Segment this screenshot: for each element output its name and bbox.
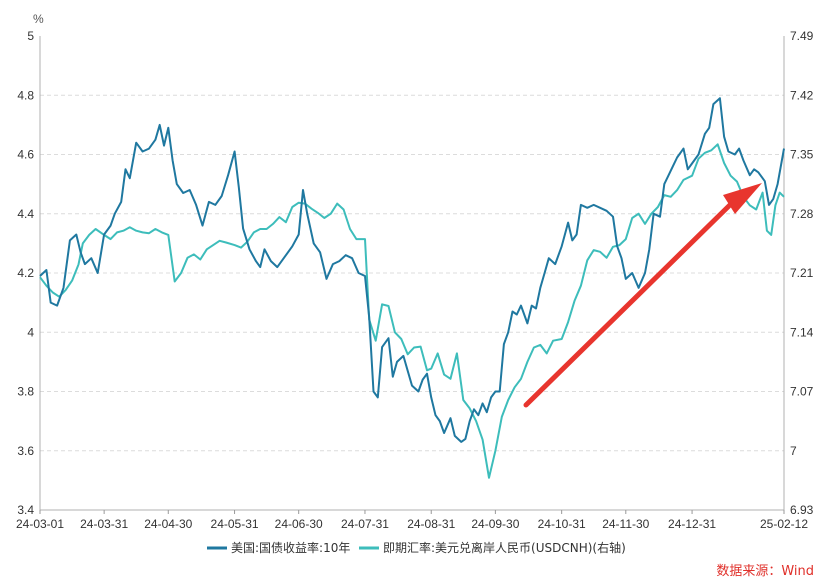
x-tick-label: 24-03-31	[80, 517, 128, 531]
legend-label-treasury: 美国:国债收益率:10年	[231, 540, 350, 555]
legend: 美国:国债收益率:10年 即期汇率:美元兑离岸人民币(USDCNH)(右轴)	[207, 540, 626, 555]
right-tick-label: 7.35	[790, 148, 814, 162]
left-tick-label: 3.4	[17, 503, 34, 517]
data-source: 数据来源：Wind	[716, 564, 814, 579]
axes: %	[33, 12, 785, 511]
arrow-shaft	[523, 197, 738, 408]
left-tick-label: 3.6	[17, 444, 34, 458]
series-line-usdcnh	[39, 143, 785, 479]
legend-label-usdcnh: 即期汇率:美元兑离岸人民币(USDCNH)(右轴)	[383, 540, 626, 555]
series-line-treasury	[39, 97, 785, 443]
x-tick-label: 24-07-31	[341, 517, 389, 531]
left-tick-label: 4	[27, 325, 34, 339]
trend-arrow	[523, 183, 762, 408]
right-tick-label: 7	[790, 444, 797, 458]
right-tick-label: 7.21	[790, 266, 814, 280]
right-tick-label: 7.42	[790, 88, 814, 102]
left-tick-label: 4.8	[17, 88, 34, 102]
right-tick-label: 7.49	[790, 29, 814, 43]
gridlines	[40, 94, 784, 452]
left-tick-label: 5	[27, 29, 34, 43]
series	[39, 97, 785, 479]
x-axis-ticks: 24-03-01 24-03-31 24-04-30 24-05-31 24-06-30…	[16, 510, 808, 531]
left-tick-label: 4.2	[17, 266, 34, 280]
left-tick-label: 3.8	[17, 385, 34, 399]
left-axis-ticks: 5 4.8 4.6 4.4 4.2 4 3.8 3.6 3.4	[17, 29, 34, 517]
x-tick-label: 24-05-31	[211, 517, 259, 531]
x-tick-label: 24-06-30	[275, 517, 323, 531]
right-tick-label: 7.07	[790, 385, 814, 399]
x-tick-label: 24-03-01	[16, 517, 64, 531]
x-tick-label: 24-10-31	[538, 517, 586, 531]
left-axis-unit: %	[33, 12, 44, 26]
left-tick-label: 4.6	[17, 148, 34, 162]
x-tick-label: 25-02-12	[760, 517, 808, 531]
x-tick-label: 24-12-31	[668, 517, 716, 531]
right-tick-label: 7.14	[790, 325, 814, 339]
left-tick-label: 4.4	[17, 207, 34, 221]
x-tick-label: 24-08-31	[407, 517, 455, 531]
right-tick-label: 6.93	[790, 503, 814, 517]
right-axis-ticks: 7.49 7.42 7.35 7.28 7.21 7.14 7.07 7 6.93	[790, 29, 814, 517]
x-tick-label: 24-09-30	[471, 517, 519, 531]
x-tick-label: 24-04-30	[144, 517, 192, 531]
right-tick-label: 7.28	[790, 207, 814, 221]
x-tick-label: 24-11-30	[602, 517, 649, 531]
arrow-head	[723, 183, 762, 214]
